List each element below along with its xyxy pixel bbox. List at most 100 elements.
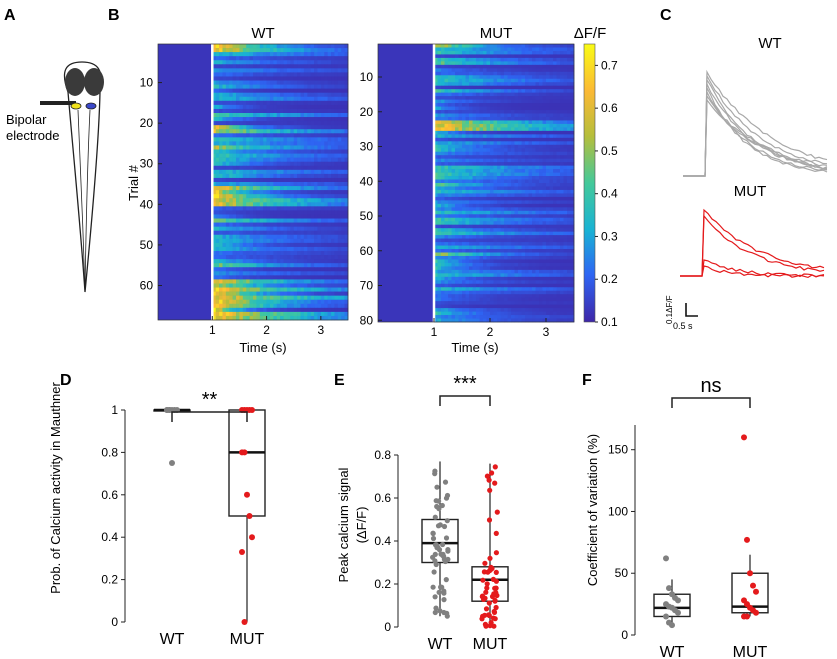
heatmap-cell [324,287,328,292]
heatmap-cell [331,157,335,163]
heatmap-cell [444,130,449,135]
heatmap-cell [269,117,274,122]
heatmap-cell [458,210,463,215]
heatmap-cell [486,99,491,104]
heatmap-cell [448,99,452,104]
heatmap-cell [563,183,568,187]
electrode-label-line1: Bipolar [6,112,47,127]
heatmap-cell [225,149,230,154]
heatmap-cell [344,129,349,134]
heatmap-cell [276,108,281,114]
heatmap-cell [324,214,328,219]
heatmap-cell [546,214,550,219]
heatmap-cell [528,123,533,128]
heatmap-cell [497,207,501,212]
heatmap-cell [500,44,505,48]
heatmap-cell [239,80,244,85]
heatmap-cell [239,271,244,276]
heatmap-cell [469,144,473,149]
heatmap-cell [303,84,308,89]
heatmap-cell [314,121,318,126]
heatmap-cell [500,123,505,128]
heatmap-cell [546,155,550,159]
heatmap-cell [493,196,498,201]
heatmap-cell [236,149,240,154]
heatmap-cell [462,68,466,73]
heatmap-cell [514,47,519,52]
heatmap-cell [232,263,237,268]
heatmap-cell [448,172,452,177]
heatmap-cell [249,173,254,179]
heatmap-cell [300,137,305,142]
heatmap-cell [465,221,470,225]
heatmap-cell [324,307,328,313]
heatmap-cell [280,56,284,61]
heatmap-cell [246,72,250,77]
heatmap-cell [290,206,295,211]
heatmap-cell [314,129,318,134]
heatmap-cell [518,134,522,139]
heatmap-cell [465,64,470,69]
heatmap-cell [215,190,220,195]
heatmap-cell [320,202,325,207]
heatmap-cell [493,151,498,156]
heatmap-cell [434,99,438,104]
heatmap-cell [225,182,230,187]
heatmap-cell [521,144,526,149]
heatmap-cell [511,130,515,135]
heatmap-cell [314,161,318,167]
heatmap-cell [344,299,349,305]
heatmap-cell [497,169,501,173]
heatmap-cell [476,44,480,48]
heatmap-cell [542,47,547,52]
heatmap-cell [570,158,575,163]
heatmap-cell [317,190,322,195]
heatmap-cell [239,295,244,301]
heatmap-cell [242,315,247,321]
heatmap-cell [239,206,244,211]
heatmap-cell [553,78,557,83]
heatmap-cell [232,194,237,199]
heatmap-cell [334,153,339,158]
heatmap-cell [215,117,220,122]
heatmap-cell [486,172,491,177]
heatmap-cell [490,127,494,132]
heatmap-cell [570,151,575,156]
heatmap-cell [539,158,543,163]
heatmap-cell [307,299,311,305]
heatmap-cell [511,228,515,232]
heatmap-cell [290,161,295,167]
heatmap-cell [337,186,342,191]
heatmap-cell [293,202,298,207]
heatmap-cell [215,186,220,191]
heatmap-cell [266,68,271,73]
heatmap-cell [479,120,484,125]
heatmap-cell [327,295,332,301]
heatmap-cell [225,238,230,244]
heatmap-cell [465,217,470,222]
heatmap-cell [276,299,281,305]
heatmap-cell [532,78,536,83]
heatmap-cell [286,291,291,296]
heatmap-cell [303,198,308,203]
heatmap-cell [242,210,247,215]
heatmap-cell [479,235,484,239]
heatmap-cell [542,179,547,184]
heatmap-cell [560,120,564,125]
heatmap-cell [307,72,311,77]
heatmap-cell [259,295,264,301]
heatmap-cell [266,299,271,305]
heatmap-cell [229,113,233,118]
heatmap-cell [310,206,315,211]
heatmap-cell [549,144,554,149]
heatmap-cell [542,123,547,128]
heatmap-cell [497,68,501,73]
heatmap-cell [441,179,445,184]
heatmap-cell [239,56,244,61]
heatmap-cell [500,75,505,80]
heatmap-cell [341,218,345,223]
heatmap-cell [455,196,459,201]
heatmap-cell [300,263,305,268]
heatmap-cell [331,222,335,227]
